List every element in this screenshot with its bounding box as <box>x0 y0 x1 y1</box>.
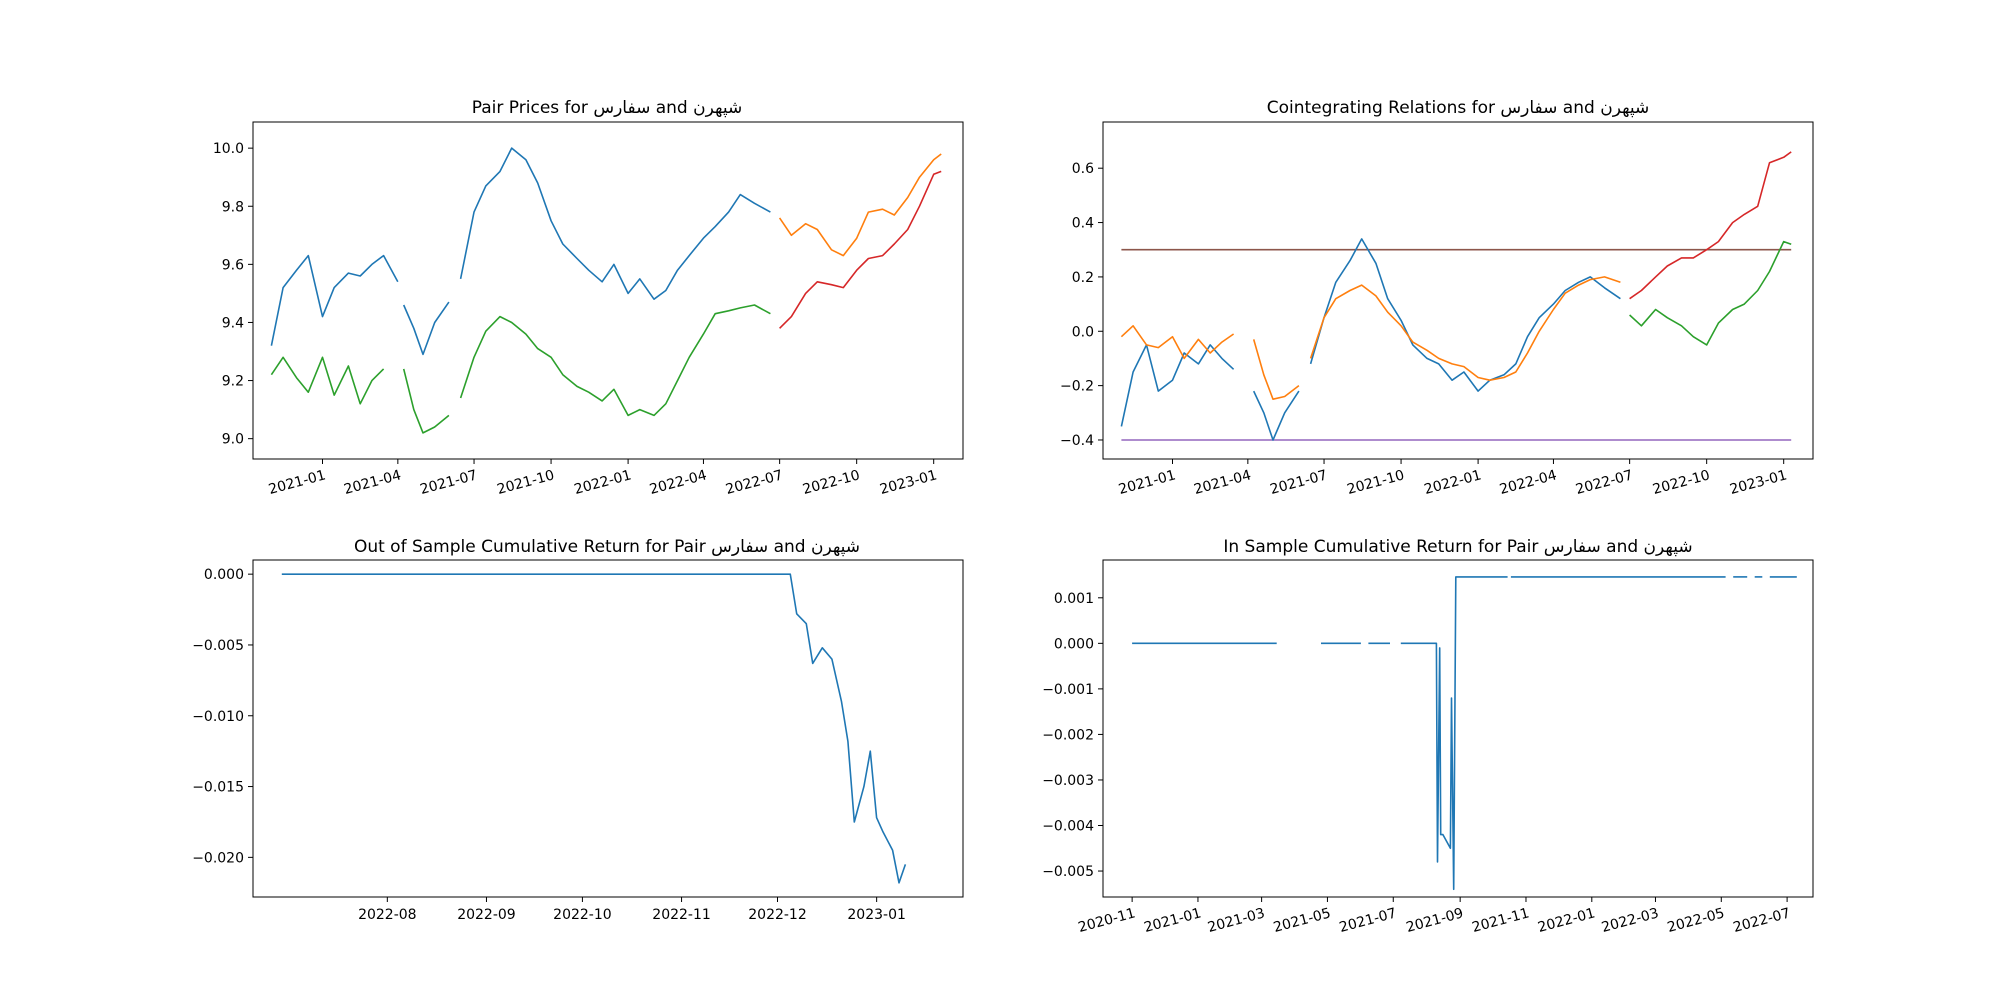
y-tick-label: −0.005 <box>192 638 244 654</box>
x-tick-label: 2023-01 <box>847 907 906 923</box>
y-tick-label: −0.4 <box>1060 433 1094 449</box>
y-tick-label: −0.2 <box>1060 379 1094 395</box>
plot-area <box>1132 576 1797 891</box>
series-line-2 <box>1120 344 1235 427</box>
y-tick-label: 0.2 <box>1072 270 1094 286</box>
series-line-3 <box>1400 576 1508 891</box>
y-tick-label: 0.000 <box>1054 636 1094 652</box>
x-tick-label: 2022-09 <box>457 907 516 923</box>
y-tick-label: 9.6 <box>222 257 244 273</box>
x-tick-label: 2022-10 <box>553 907 612 923</box>
series-line-1 <box>402 301 450 356</box>
y-tick-label: 0.0 <box>1072 324 1094 340</box>
subplot-out-of-sample-return: Out of Sample Cumulative Return for Pair… <box>192 537 964 923</box>
chart-title: In Sample Cumulative Return for Pair سفا… <box>1223 537 1692 557</box>
series-line-0 <box>281 573 907 884</box>
y-tick-label: 10.0 <box>213 141 244 157</box>
series-line-4 <box>402 368 450 434</box>
y-tick-label: −0.020 <box>192 850 244 866</box>
series-line-9 <box>1629 151 1792 300</box>
y-tick-label: −0.010 <box>192 709 244 725</box>
series-line-4 <box>1309 238 1621 392</box>
y-tick-label: −0.001 <box>1042 682 1094 698</box>
plot-area <box>270 147 942 434</box>
plot-area <box>1120 151 1792 441</box>
series-line-6 <box>1252 339 1300 401</box>
y-tick-label: 0.4 <box>1072 216 1094 232</box>
y-tick-label: 0.001 <box>1054 591 1094 607</box>
y-tick-label: 9.0 <box>222 432 244 448</box>
x-tick-label: 2022-11 <box>652 907 711 923</box>
y-tick-label: 9.4 <box>222 315 244 331</box>
chart-title: Out of Sample Cumulative Return for Pair… <box>354 537 860 557</box>
series-line-0 <box>270 254 399 346</box>
series-line-2 <box>459 147 771 301</box>
series-line-8 <box>1629 240 1792 346</box>
x-tick-label: 2022-08 <box>358 907 417 923</box>
series-line-6 <box>778 153 942 257</box>
plot-area <box>281 573 907 884</box>
y-tick-label: −0.005 <box>1042 864 1094 880</box>
series-line-3 <box>270 356 385 405</box>
y-tick-label: −0.004 <box>1042 819 1094 835</box>
x-tick-label: 2022-12 <box>748 907 807 923</box>
series-line-5 <box>459 304 771 417</box>
chart-title: Cointegrating Relations for سفارس and شپ… <box>1267 98 1650 118</box>
y-tick-label: −0.002 <box>1042 727 1094 743</box>
axes-frame <box>252 559 964 898</box>
y-tick-label: 9.8 <box>222 199 244 215</box>
axes-frame <box>1102 121 1814 460</box>
series-line-3 <box>1252 390 1300 441</box>
y-tick-label: 9.2 <box>222 374 244 390</box>
y-tick-label: 0.6 <box>1072 161 1094 177</box>
y-tick-label: −0.015 <box>192 780 244 796</box>
axes-frame <box>252 121 964 460</box>
series-line-7 <box>779 170 942 329</box>
y-tick-label: 0.000 <box>204 567 244 583</box>
series-line-7 <box>1309 276 1621 382</box>
series-line-5 <box>1120 324 1235 360</box>
axes-frame <box>1102 559 1814 898</box>
y-tick-label: −0.003 <box>1042 773 1094 789</box>
chart-title: Pair Prices for سفارس and شپهرن <box>472 98 742 118</box>
